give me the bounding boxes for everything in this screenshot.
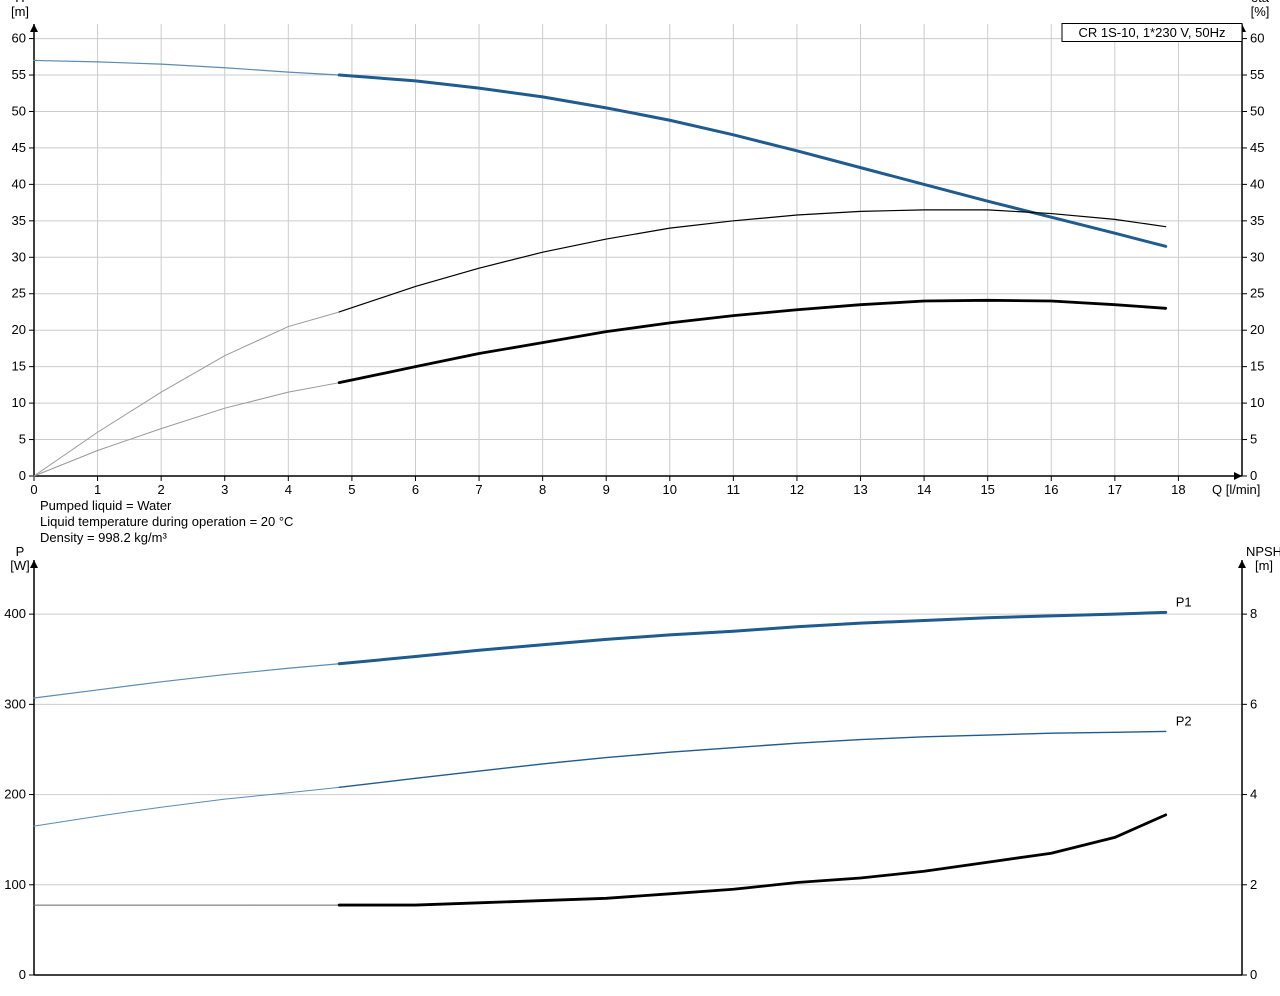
x-tick: 8	[539, 482, 546, 497]
yr-tick: 40	[1250, 176, 1264, 191]
bottom-yr-label: NPSH	[1246, 544, 1280, 559]
yl-tick: 0	[19, 468, 26, 483]
x-tick: 17	[1108, 482, 1122, 497]
yl-tick: 55	[12, 67, 26, 82]
x-tick: 14	[917, 482, 931, 497]
yr-tick: 60	[1250, 31, 1264, 46]
bottom-yr-tick: 8	[1250, 606, 1257, 621]
series-label-p2: P2	[1176, 713, 1192, 728]
info-line: Liquid temperature during operation = 20…	[40, 514, 293, 529]
x-tick: 9	[603, 482, 610, 497]
x-tick: 3	[221, 482, 228, 497]
yr-tick: 55	[1250, 67, 1264, 82]
bottom-yl-label: P	[16, 544, 25, 559]
series-label-p1: P1	[1176, 594, 1192, 609]
yr-tick: 5	[1250, 432, 1257, 447]
bottom-yl-tick: 300	[4, 696, 26, 711]
bottom-yr-tick: 0	[1250, 967, 1257, 982]
yl-tick: 15	[12, 359, 26, 374]
x-tick: 16	[1044, 482, 1058, 497]
yr-tick: 35	[1250, 213, 1264, 228]
chart-canvas: 0123456789101112131415161718051015202530…	[0, 0, 1280, 996]
x-tick: 13	[853, 482, 867, 497]
yr-tick: 50	[1250, 103, 1264, 118]
x-tick: 0	[30, 482, 37, 497]
yr-tick: 0	[1250, 468, 1257, 483]
yr-tick: 10	[1250, 395, 1264, 410]
bottom-yr-label: [m]	[1255, 558, 1273, 573]
x-tick: 15	[980, 482, 994, 497]
bottom-yl-label: [W]	[10, 558, 30, 573]
yl-tick: 35	[12, 213, 26, 228]
bottom-yl-tick: 200	[4, 787, 26, 802]
x-tick: 1	[94, 482, 101, 497]
x-tick: 5	[348, 482, 355, 497]
yr-tick: 25	[1250, 286, 1264, 301]
yl-tick: 60	[12, 31, 26, 46]
yl-tick: 40	[12, 176, 26, 191]
x-tick: 11	[727, 482, 741, 497]
yr-tick: 30	[1250, 249, 1264, 264]
yl-tick: 5	[19, 432, 26, 447]
pump-curve-chart: { "meta": { "title": "CR 1S-10, 1*230 V,…	[0, 0, 1280, 996]
yl-tick: 25	[12, 286, 26, 301]
bottom-yl-tick: 100	[4, 877, 26, 892]
yl-tick: 45	[12, 140, 26, 155]
top-x-label: Q [l/min]	[1212, 482, 1260, 497]
x-tick: 6	[412, 482, 419, 497]
bottom-yr-tick: 2	[1250, 877, 1257, 892]
bottom-yl-tick: 0	[19, 967, 26, 982]
top-yl-label: [m]	[11, 4, 29, 19]
x-tick: 2	[158, 482, 165, 497]
yl-tick: 20	[12, 322, 26, 337]
bottom-yr-tick: 4	[1250, 787, 1257, 802]
info-line: Density = 998.2 kg/m³	[40, 530, 167, 545]
x-tick: 18	[1171, 482, 1185, 497]
yl-tick: 10	[12, 395, 26, 410]
yr-tick: 15	[1250, 359, 1264, 374]
yl-tick: 50	[12, 103, 26, 118]
yr-tick: 45	[1250, 140, 1264, 155]
x-tick: 10	[663, 482, 677, 497]
info-line: Pumped liquid = Water	[40, 498, 172, 513]
bottom-yl-tick: 400	[4, 606, 26, 621]
bottom-yr-tick: 6	[1250, 696, 1257, 711]
yl-tick: 30	[12, 249, 26, 264]
x-tick: 12	[790, 482, 804, 497]
yr-tick: 20	[1250, 322, 1264, 337]
top-yr-label: [%]	[1251, 4, 1270, 19]
x-tick: 4	[285, 482, 292, 497]
chart-title-text: CR 1S-10, 1*230 V, 50Hz	[1079, 25, 1226, 40]
x-tick: 7	[475, 482, 482, 497]
